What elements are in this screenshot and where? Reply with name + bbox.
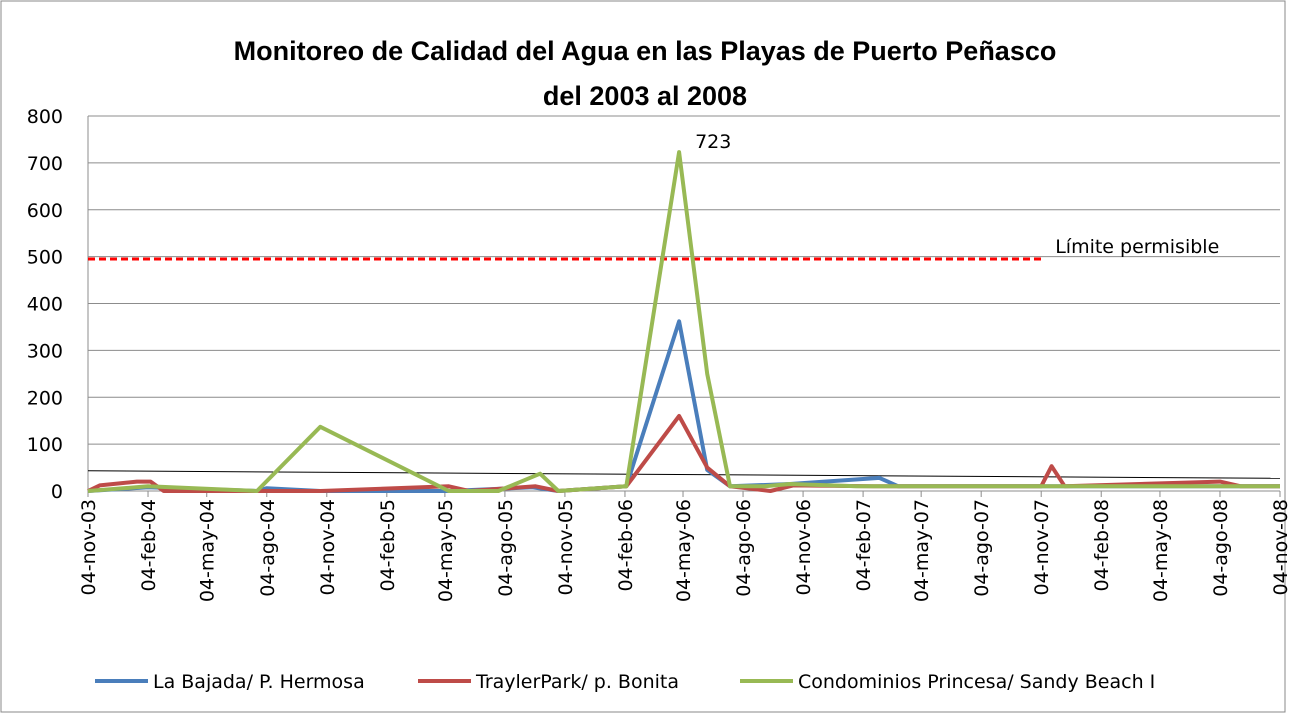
annotation: 723 xyxy=(695,131,731,153)
x-tick-label: 04-nov-07 xyxy=(1031,499,1053,595)
x-tick-label: 04-feb-04 xyxy=(138,499,160,592)
x-tick-label: 04-ago-07 xyxy=(971,499,993,597)
x-tick-label: 04-feb-06 xyxy=(615,499,637,592)
x-tick-label: 04-feb-07 xyxy=(853,499,875,592)
limit-label: Límite permisible xyxy=(1055,236,1219,258)
x-tick-label: 04-ago-05 xyxy=(495,499,517,597)
legend-label: TraylerPark/ p. Bonita xyxy=(475,671,679,693)
x-tick-label: 04-may-05 xyxy=(435,499,457,602)
legend-label: Condominios Princesa/ Sandy Beach I xyxy=(798,671,1155,693)
y-tick-label: 800 xyxy=(27,106,63,128)
y-tick-label: 200 xyxy=(27,387,63,409)
x-tick-label: 04-may-04 xyxy=(197,499,219,602)
x-tick-label: 04-feb-08 xyxy=(1091,499,1113,592)
x-tick-label: 04-ago-04 xyxy=(257,499,279,597)
x-tick-label: 04-nov-05 xyxy=(555,499,577,595)
x-tick-label: 04-ago-08 xyxy=(1210,499,1232,597)
legend-label: La Bajada/ P. Hermosa xyxy=(153,671,365,693)
x-tick-label: 04-nov-04 xyxy=(317,499,339,595)
series-line xyxy=(87,150,1280,493)
chart-title: Monitoreo de Calidad del Agua en las Pla… xyxy=(234,36,1057,66)
y-tick-label: 700 xyxy=(27,153,63,175)
chart-title: del 2003 al 2008 xyxy=(543,81,747,111)
x-tick-label: 04-may-06 xyxy=(673,499,695,602)
x-tick-label: 04-may-08 xyxy=(1150,499,1172,602)
y-tick-label: 500 xyxy=(27,247,63,269)
y-tick-label: 300 xyxy=(27,340,63,362)
x-tick-label: 04-feb-05 xyxy=(377,499,399,592)
y-tick-label: 100 xyxy=(27,434,63,456)
y-tick-label: 600 xyxy=(27,200,63,222)
y-tick-label: 400 xyxy=(27,294,63,316)
x-tick-label: 04-nov-08 xyxy=(1270,499,1290,595)
y-tick-label: 0 xyxy=(51,481,63,503)
x-tick-label: 04-ago-06 xyxy=(733,499,755,597)
x-tick-label: 04-may-07 xyxy=(911,499,933,602)
x-tick-label: 04-nov-03 xyxy=(78,499,100,595)
x-tick-label: 04-nov-06 xyxy=(793,499,815,595)
trend-line xyxy=(87,470,1281,479)
